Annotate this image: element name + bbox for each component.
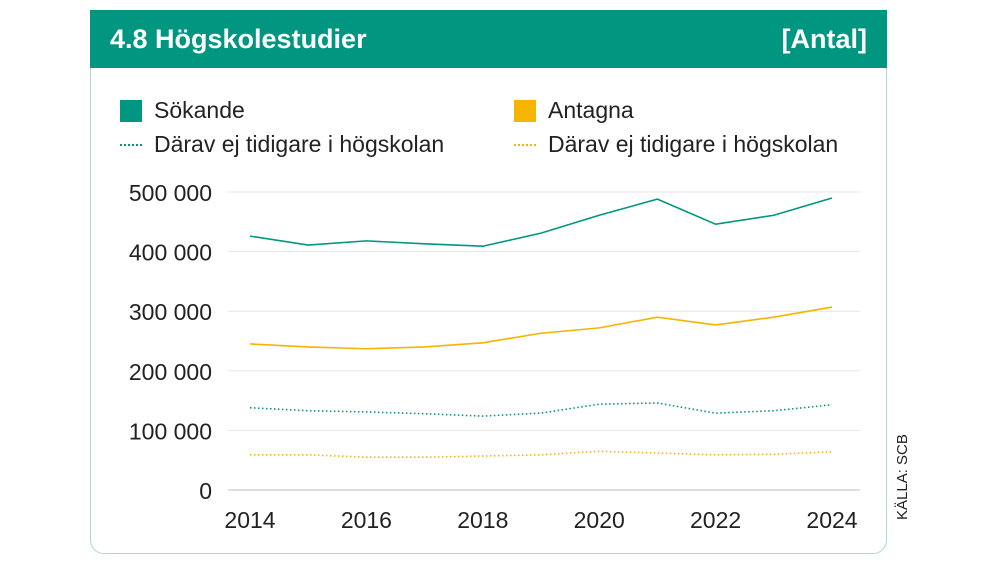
legend-antagna-new: Därav ej tidigare i högskolan [514, 131, 838, 158]
x-tick-label: 2014 [224, 507, 275, 533]
x-tick-label: 2022 [690, 507, 741, 533]
legend-swatch [514, 143, 536, 146]
legend-label: Därav ej tidigare i högskolan [154, 131, 445, 157]
series-line-2 [249, 402, 833, 417]
x-tick-label: 2018 [457, 507, 508, 533]
y-tick-label: 100 000 [129, 418, 212, 444]
y-tick-label: 400 000 [129, 240, 212, 266]
x-tick-label: 2016 [341, 507, 392, 533]
x-tick-label: 2024 [806, 507, 857, 533]
chart-unit: [Antal] [781, 23, 867, 54]
legend-label: Antagna [548, 97, 634, 123]
legend-swatch [120, 99, 142, 122]
y-tick-label: 500 000 [129, 180, 212, 206]
legend-label: Sökande [154, 97, 245, 123]
legend-sokande: Sökande [120, 97, 245, 124]
y-tick-label: 0 [199, 478, 212, 504]
x-tick-label: 2020 [574, 507, 625, 533]
y-tick-label: 200 000 [129, 359, 212, 385]
legend-swatch [514, 99, 536, 122]
source-label: KÄLLA: SCB [894, 434, 911, 520]
legend-label: Därav ej tidigare i högskolan [548, 131, 839, 157]
series-line-1 [249, 306, 833, 350]
series-line-0 [249, 197, 833, 248]
y-tick-label: 300 000 [129, 299, 212, 325]
legend-swatch [120, 143, 142, 146]
legend-antagna: Antagna [514, 97, 634, 124]
legend-sokande-new: Därav ej tidigare i högskolan [120, 131, 444, 158]
chart-title: 4.8 Högskolestudier [110, 23, 367, 54]
chart-header: 4.8 Högskolestudier [Antal] [90, 10, 887, 68]
series-line-3 [250, 450, 833, 459]
